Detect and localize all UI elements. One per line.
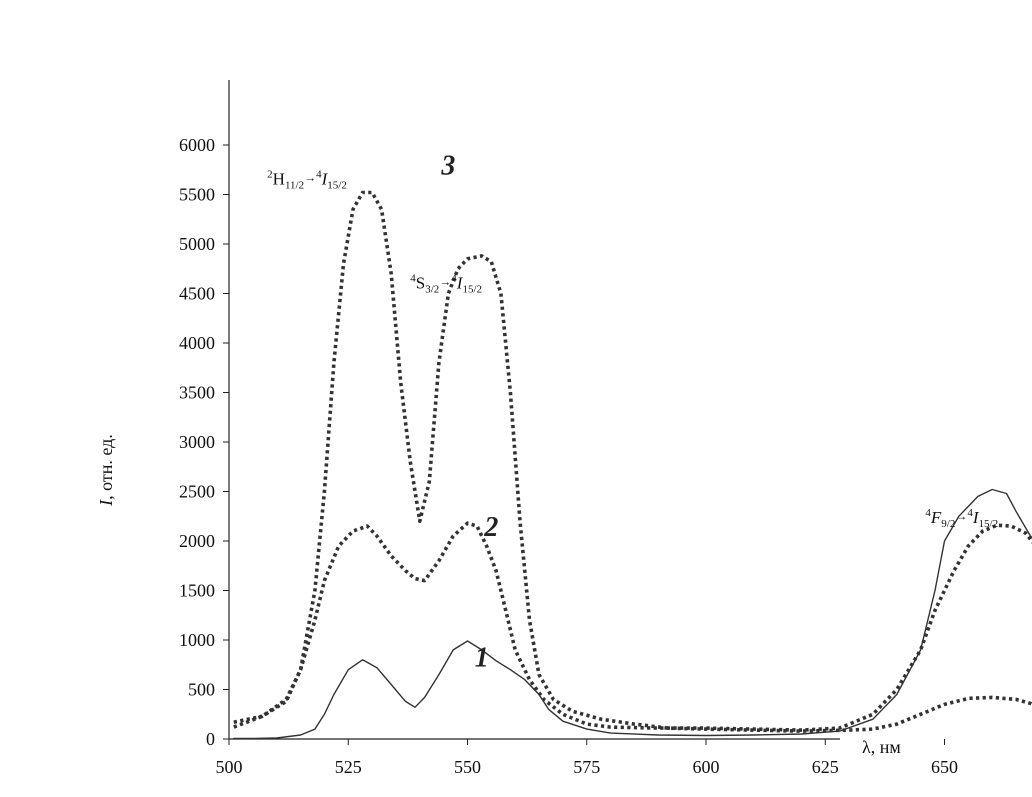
x-tick-label: 525: [335, 757, 362, 777]
transition-annotation: 4F9/2→4I15/2: [925, 507, 998, 530]
annotation-part: 4: [316, 169, 322, 181]
curve-labels: 3 2 1: [440, 151, 498, 674]
x-tick-label: 575: [573, 757, 600, 777]
y-axis-title-symbol: I: [96, 499, 116, 507]
axes: [228, 80, 840, 740]
annotation-part: 11/2: [285, 180, 304, 192]
annotation-part: 15/2: [979, 518, 999, 530]
annotation-part: →: [955, 509, 967, 523]
y-tick-label: 1000: [179, 630, 215, 650]
y-tick-label: 5000: [179, 234, 215, 254]
x-tick-label: 550: [454, 757, 481, 777]
annotation-part: 4: [925, 507, 931, 519]
y-tick-label: 4500: [179, 284, 215, 304]
curve-label-3: 3: [440, 151, 455, 182]
annotation-part: I: [972, 508, 980, 527]
annotation-part: →: [304, 171, 316, 185]
y-tick-label: 4000: [179, 333, 215, 353]
x-tick-label: 625: [812, 757, 839, 777]
annotation-part: 4: [967, 507, 973, 519]
annotation-part: 4: [451, 273, 457, 285]
y-tick-label: 2500: [179, 482, 215, 502]
annotation-part: 4: [410, 273, 416, 285]
x-tick-label: 650: [931, 757, 958, 777]
annotation-part: S: [416, 274, 425, 293]
annotation-part: H: [273, 170, 285, 189]
x-ticks: 500525550575600625650675700725750: [216, 739, 958, 777]
series-group: [233, 190, 1032, 740]
annotation-part: 9/2: [941, 518, 955, 530]
y-tick-label: 6000: [179, 135, 215, 155]
y-tick-label: 1500: [179, 581, 215, 601]
annotation-part: 2: [267, 169, 273, 181]
y-tick-label: 500: [188, 680, 215, 700]
y-ticks: 0 500 1000 1500 2000 2500 3000 3500 4000 4500 5000…: [179, 135, 229, 749]
y-axis-title: I, отн. ед.: [96, 434, 116, 507]
annotation-part: →: [439, 275, 451, 289]
transition-annotation: 4S3/2→4I15/2: [410, 273, 482, 296]
annotation-part: I: [321, 170, 329, 189]
y-tick-label: 5500: [179, 185, 215, 205]
x-tick-label: 500: [216, 757, 243, 777]
y-axis-title-unit: , отн. ед.: [96, 434, 116, 500]
annotation-part: F: [930, 508, 942, 527]
series-line-3: [233, 190, 1032, 733]
series-line-2: [233, 521, 1032, 732]
annotation-part: 3/2: [425, 284, 439, 296]
annotation-part: 15/2: [327, 180, 347, 192]
transition-annotation: 2H11/2→4I15/2: [267, 169, 347, 192]
y-tick-label: 0: [206, 729, 215, 749]
y-tick-label: 3500: [179, 383, 215, 403]
series-line-1: [233, 488, 1032, 740]
y-tick-label: 2000: [179, 531, 215, 551]
curve-label-1: 1: [475, 643, 489, 674]
annotation-part: I: [456, 274, 464, 293]
annotation-part: 15/2: [462, 284, 482, 296]
x-axis-title: λ, нм: [862, 737, 901, 757]
x-tick-label: 600: [693, 757, 720, 777]
curve-label-2: 2: [483, 512, 498, 543]
y-tick-label: 3000: [179, 432, 215, 452]
